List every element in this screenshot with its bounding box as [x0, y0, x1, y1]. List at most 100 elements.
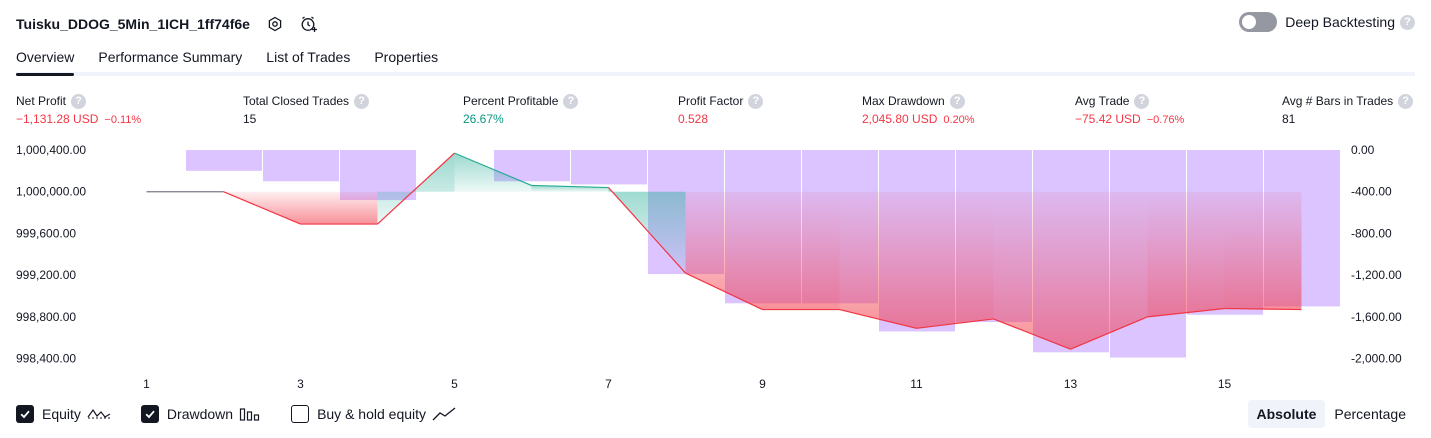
- drawdown-bar: [571, 150, 647, 185]
- metric-label: Total Closed Trades: [243, 94, 350, 108]
- drawdown-bar: [263, 150, 339, 182]
- metric-label: Max Drawdown: [862, 94, 945, 108]
- metric-value: −1,131.28 USD: [16, 112, 99, 126]
- equity-line-segment: [1147, 307, 1225, 318]
- tab-list-of-trades[interactable]: List of Trades: [266, 49, 351, 65]
- metric-percent-profitable: Percent Profitable? 26.67%: [463, 92, 579, 128]
- help-icon[interactable]: ?: [1400, 14, 1415, 30]
- x-axis-tick-label: 13: [1064, 377, 1078, 391]
- mode-absolute-button[interactable]: Absolute: [1247, 400, 1326, 428]
- deep-backtesting-label: Deep Backtesting: [1285, 14, 1395, 30]
- equity-area-segment: [993, 191, 1071, 350]
- metric-net-profit: Net Profit? −1,131.28 USD −0.11%: [16, 92, 141, 128]
- metric-total-closed-trades: Total Closed Trades? 15: [243, 92, 370, 128]
- help-icon[interactable]: ?: [1134, 93, 1150, 109]
- legend-buy-hold-equity[interactable]: Buy & hold equity: [291, 405, 456, 423]
- equity-line-segment: [608, 187, 686, 274]
- y-axis-right-tick-label: -1,600.00: [1351, 310, 1402, 324]
- deep-backtesting-toggle[interactable]: [1239, 12, 1278, 32]
- metric-avg-trade: Avg Trade? −75.42 USD −0.76%: [1075, 92, 1184, 128]
- metric-label: Net Profit: [16, 94, 67, 108]
- equity-area-segment: [839, 191, 917, 329]
- equity-line-segment: [1224, 307, 1302, 311]
- metric-avg-bars-in-trades: Avg # Bars in Trades? 81: [1282, 92, 1414, 128]
- y-axis-left-tick-label: 1,000,400.00: [16, 143, 86, 157]
- equity-area-segment: [685, 191, 763, 310]
- tab-overview[interactable]: Overview: [16, 44, 75, 76]
- x-axis-tick-label: 9: [759, 377, 766, 391]
- toggle-knob: [1242, 15, 1257, 29]
- strategy-name: Tuisku_DDOG_5Min_1ICH_1ff74f6e: [16, 16, 250, 32]
- help-icon[interactable]: ?: [949, 93, 965, 109]
- metric-value: 15: [243, 112, 257, 126]
- y-axis-right-tick-label: -2,000.00: [1351, 352, 1402, 366]
- alarm-clock-plus-icon[interactable]: [300, 15, 318, 33]
- tab-performance-summary[interactable]: Performance Summary: [98, 49, 243, 65]
- metric-label: Percent Profitable: [463, 94, 559, 108]
- drawdown-bar: [186, 150, 262, 171]
- y-axis-right-tick-label: -800.00: [1351, 226, 1392, 240]
- equity-line-segment: [993, 318, 1071, 350]
- equity-line-segment: [839, 308, 917, 329]
- x-axis-tick-label: 3: [297, 377, 304, 391]
- tab-properties[interactable]: Properties: [374, 49, 439, 65]
- legend-drawdown[interactable]: Drawdown: [140, 405, 261, 423]
- equity-line-segment: [454, 152, 532, 187]
- y-axis-left-tick-label: 998,800.00: [16, 310, 76, 324]
- equity-area-segment: [1147, 191, 1225, 317]
- y-axis-left-tick-label: 998,400.00: [16, 352, 76, 366]
- x-axis-tick-label: 7: [605, 377, 612, 391]
- chart-legend: Equity Drawdown Buy & hold equity: [16, 402, 486, 426]
- x-axis-tick-label: 11: [910, 377, 923, 391]
- legend-label: Buy & hold equity: [317, 406, 427, 422]
- metric-label: Avg # Bars in Trades: [1282, 94, 1394, 108]
- equity-line-segment: [1070, 316, 1148, 350]
- metric-label: Profit Factor: [678, 94, 744, 108]
- metric-percent: 0.20%: [943, 114, 975, 126]
- buy-hold-line-icon: [432, 406, 456, 422]
- help-icon[interactable]: ?: [1398, 93, 1414, 109]
- display-mode-switch: Absolute Percentage: [1247, 400, 1416, 428]
- y-axis-left-tick-label: 999,600.00: [16, 226, 76, 240]
- metric-label: Avg Trade: [1075, 94, 1130, 108]
- equity-line-segment: [685, 272, 763, 311]
- equity-area-segment: [300, 191, 378, 225]
- equity-area-segment: [1070, 191, 1148, 350]
- help-icon[interactable]: ?: [354, 93, 370, 109]
- y-axis-left-tick-label: 999,200.00: [16, 268, 76, 282]
- legend-equity[interactable]: Equity: [16, 405, 111, 423]
- checkbox-unchecked-icon[interactable]: [291, 405, 310, 423]
- y-axis-right-tick-label: -1,200.00: [1351, 268, 1402, 282]
- gear-icon[interactable]: [266, 15, 284, 33]
- help-icon[interactable]: ?: [563, 93, 579, 109]
- drawdown-bars-icon: [239, 406, 261, 422]
- equity-area-segment: [454, 153, 532, 192]
- equity-drawdown-chart[interactable]: 1,000,400.00 1,000,000.00 999,600.00 999,20…: [0, 138, 1431, 394]
- equity-line-icon: [87, 406, 111, 422]
- equity-area-segment: [1224, 191, 1302, 310]
- strategy-header: Tuisku_DDOG_5Min_1ICH_1ff74f6e: [16, 10, 318, 38]
- equity-line-segment: [531, 184, 609, 189]
- legend-label: Equity: [42, 406, 81, 422]
- checkbox-checked-icon[interactable]: [140, 405, 159, 423]
- metric-percent: −0.11%: [104, 114, 142, 126]
- tab-bar: Overview Performance Summary List of Tra…: [16, 44, 462, 76]
- help-icon[interactable]: ?: [748, 93, 764, 109]
- tabs-divider: [16, 72, 1415, 76]
- deep-backtesting: Deep Backtesting ?: [1239, 12, 1415, 32]
- x-axis-tick-label: 1: [143, 377, 150, 391]
- legend-label: Drawdown: [166, 406, 234, 422]
- metric-profit-factor: Profit Factor? 0.528: [678, 92, 764, 128]
- equity-area-segment: [531, 185, 609, 192]
- metric-max-drawdown: Max Drawdown? 2,045.80 USD 0.20%: [862, 92, 975, 128]
- equity-line-segment: [223, 191, 301, 225]
- equity-line-segment: [916, 318, 994, 329]
- x-axis-tick-label: 5: [451, 377, 458, 391]
- checkbox-checked-icon[interactable]: [16, 405, 34, 423]
- metric-value: −75.42 USD: [1075, 112, 1141, 126]
- metric-percent: −0.76%: [1146, 114, 1185, 126]
- y-axis-right-tick-label: -400.00: [1351, 185, 1392, 199]
- mode-percentage-button[interactable]: Percentage: [1334, 406, 1406, 422]
- help-icon[interactable]: ?: [71, 93, 87, 109]
- y-axis-right-tick-label: 0.00: [1351, 143, 1375, 157]
